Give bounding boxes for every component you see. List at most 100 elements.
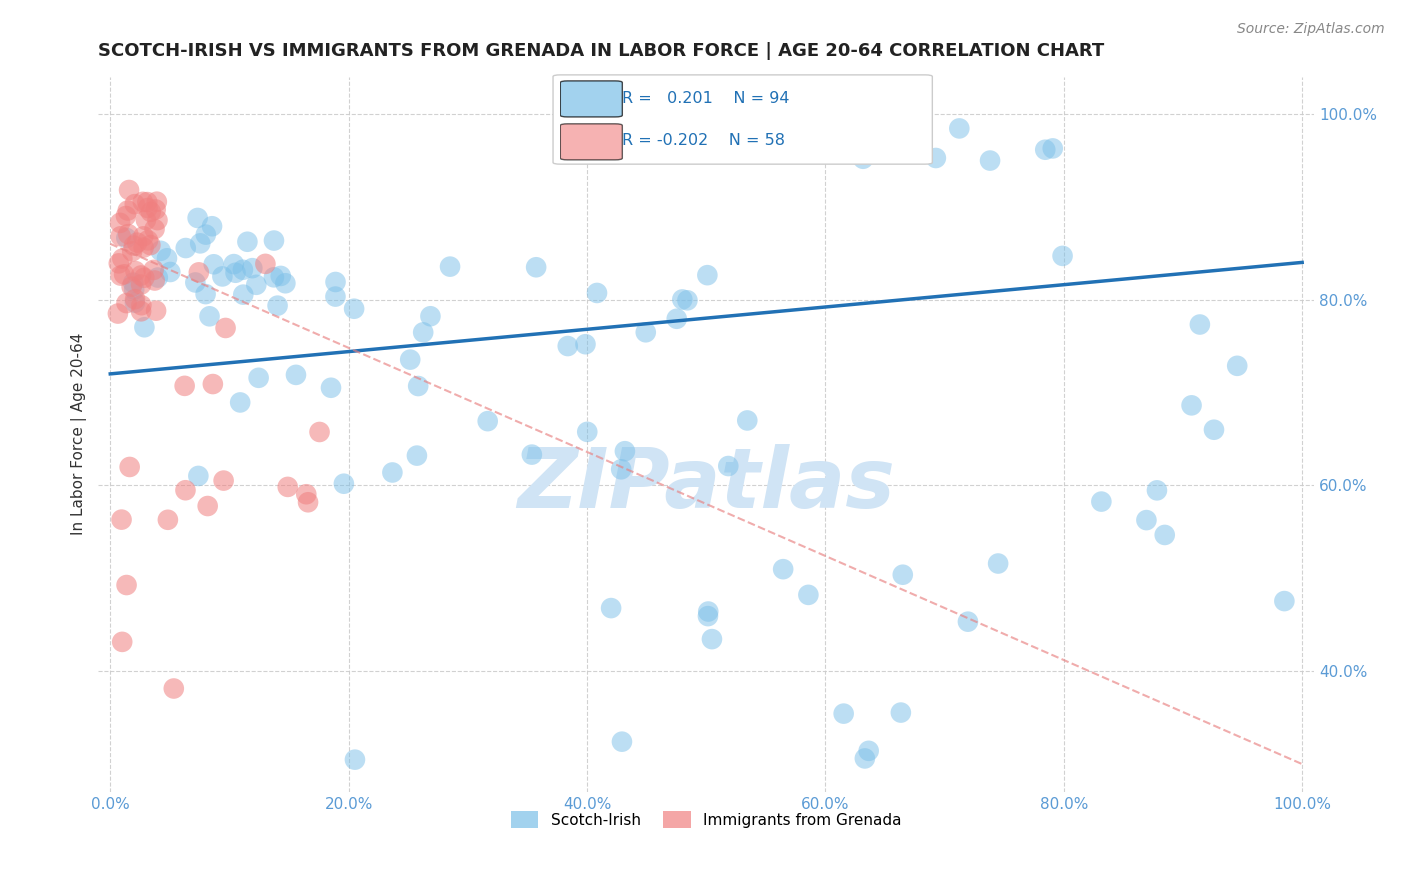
Point — [122, 238, 145, 252]
Point — [853, 751, 876, 765]
Text: ZIPatlas: ZIPatlas — [517, 444, 896, 524]
Legend: Scotch-Irish, Immigrants from Grenada: Scotch-Irish, Immigrants from Grenada — [505, 805, 908, 834]
Point — [574, 337, 596, 351]
Point — [343, 753, 366, 767]
Point — [1146, 483, 1168, 498]
Point — [1090, 494, 1112, 508]
Point — [979, 153, 1001, 168]
Point — [115, 209, 138, 223]
Point — [297, 495, 319, 509]
Point — [111, 635, 134, 649]
Point — [832, 706, 855, 721]
Point — [419, 310, 441, 324]
Point — [122, 276, 145, 290]
Point — [197, 499, 219, 513]
Point — [107, 307, 129, 321]
Point — [187, 469, 209, 483]
Point — [111, 252, 134, 266]
Point — [129, 304, 152, 318]
Point — [134, 270, 156, 285]
Point — [263, 270, 285, 285]
Point — [139, 205, 162, 219]
Point — [188, 236, 211, 251]
Text: Source: ZipAtlas.com: Source: ZipAtlas.com — [1237, 22, 1385, 37]
Point — [159, 265, 181, 279]
Point — [136, 233, 159, 247]
Point — [1180, 398, 1202, 412]
Point — [187, 211, 209, 225]
Point — [142, 263, 165, 277]
Point — [1135, 513, 1157, 527]
Point — [115, 296, 138, 310]
Point — [852, 152, 875, 166]
Point — [121, 279, 143, 293]
Point — [117, 203, 139, 218]
Point — [1188, 318, 1211, 332]
Point — [610, 462, 633, 476]
Point — [948, 121, 970, 136]
Y-axis label: In Labor Force | Age 20-64: In Labor Force | Age 20-64 — [72, 333, 87, 535]
Point — [124, 292, 146, 306]
Point — [107, 256, 129, 270]
Point — [136, 195, 159, 210]
Point — [406, 449, 429, 463]
Point — [381, 466, 404, 480]
Point — [121, 244, 143, 259]
Point — [174, 241, 197, 255]
Point — [124, 197, 146, 211]
Point — [697, 609, 720, 624]
Point — [232, 287, 254, 301]
Point — [671, 293, 693, 307]
Point — [156, 513, 179, 527]
Point — [187, 265, 209, 279]
Point — [772, 562, 794, 576]
Point — [586, 285, 609, 300]
Point — [634, 326, 657, 340]
Point — [676, 293, 699, 308]
Point — [129, 277, 152, 292]
Point — [198, 310, 221, 324]
Point — [285, 368, 308, 382]
Point — [132, 194, 155, 209]
Point — [1274, 594, 1296, 608]
Point — [143, 273, 166, 287]
Point — [202, 257, 225, 271]
Point — [1202, 423, 1225, 437]
Point — [274, 277, 297, 291]
Point — [129, 268, 152, 283]
Point — [520, 448, 543, 462]
Point — [112, 268, 135, 282]
Point — [163, 681, 186, 696]
Point — [145, 202, 167, 217]
Point — [266, 299, 288, 313]
Point — [124, 295, 146, 310]
Point — [136, 201, 159, 215]
Point — [399, 352, 422, 367]
Point — [145, 303, 167, 318]
Point — [222, 257, 245, 271]
Point — [576, 425, 599, 439]
Point — [665, 311, 688, 326]
Point — [325, 275, 347, 289]
Point — [700, 632, 723, 647]
Point — [118, 460, 141, 475]
Point — [696, 268, 718, 282]
Point — [115, 231, 138, 245]
Point — [254, 257, 277, 271]
Point — [270, 268, 292, 283]
Point — [325, 289, 347, 303]
Point — [211, 269, 233, 284]
Point — [247, 371, 270, 385]
Point — [124, 264, 146, 278]
Point — [319, 381, 342, 395]
Text: SCOTCH-IRISH VS IMMIGRANTS FROM GRENADA IN LABOR FORCE | AGE 20-64 CORRELATION C: SCOTCH-IRISH VS IMMIGRANTS FROM GRENADA … — [98, 42, 1105, 60]
Point — [987, 557, 1010, 571]
Point — [139, 238, 162, 252]
Point — [108, 216, 131, 230]
Point — [1153, 528, 1175, 542]
Point — [225, 266, 247, 280]
Point — [212, 474, 235, 488]
Point — [245, 277, 267, 292]
Point — [925, 151, 948, 165]
Point — [236, 235, 259, 249]
